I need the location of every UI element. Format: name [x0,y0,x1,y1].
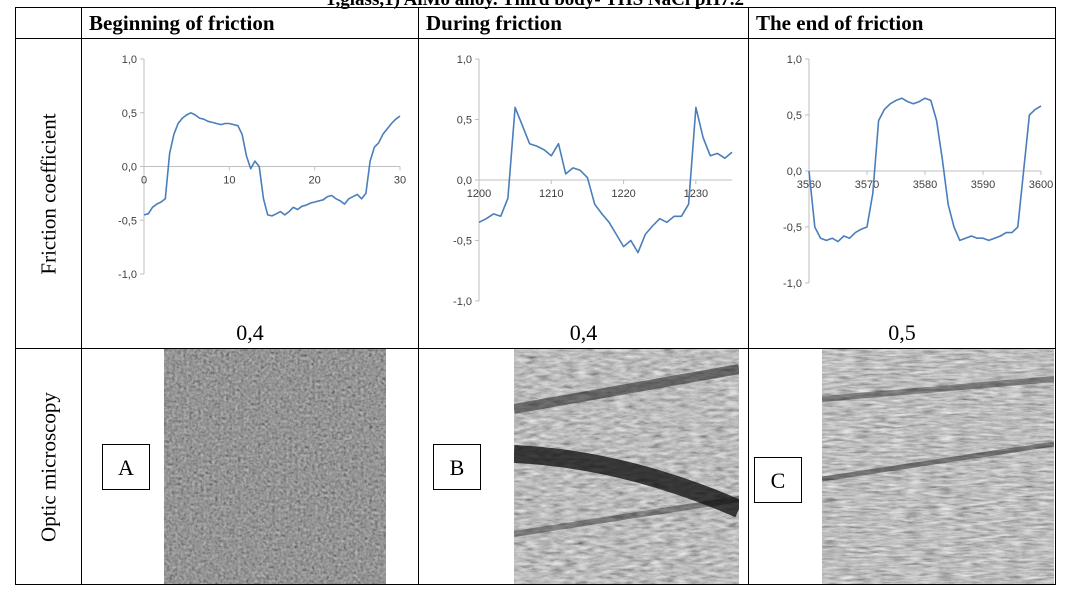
y-tick-label: -0,5 [118,215,137,227]
friction-row: Friction coefficient 1,00,50,0-0,5-1,001… [16,39,1056,349]
optic-microscopy-label: Optic microscopy [36,392,61,542]
y-tick-label: -1,0 [783,278,802,290]
header-beginning-cell: Beginning of friction [82,8,419,39]
y-tick-label: 1,0 [787,54,802,66]
y-tick-label: 1,0 [122,54,137,66]
header-row: Beginning of friction During friction Th… [16,8,1056,39]
image-cell-b: B [419,349,749,585]
optic-label-cell: Optic microscopy [16,349,82,585]
value-during: 0,4 [419,320,748,346]
y-tick-label: 1,0 [457,54,472,66]
chart-cell-beginning: 1,0 0,5 0,0 -0,5 -1,0 0 10 20 30 0,4 [82,39,419,349]
chart-cell-end: 1,0 0,5 0,0 -0,5 -1,0 3560 3570 3580 3590 3600 0,… [749,39,1056,349]
label-b: B [433,444,481,490]
y-tick-label: -0,5 [453,236,472,248]
chart-end: 1,0 0,5 0,0 -0,5 -1,0 3560 3570 3580 3590 3600 [749,39,1056,348]
chart-cell-during: 1,0 0,5 0,0 -0,5 -1,0 1200 1210 1220 1230 0,4 [419,39,749,349]
x-tick-label: 20 [309,175,321,187]
optic-row: Optic microscopy A [16,349,1056,585]
y-tick-label: 0,0 [457,175,472,187]
x-tick-label: 3560 [797,179,821,191]
x-tick-label: 3570 [855,179,879,191]
value-end: 0,5 [749,320,1055,346]
x-tick-label: 30 [394,175,406,187]
friction-series-line [809,98,1041,241]
chart-beginning: 1,0 0,5 0,0 -0,5 -1,0 0 10 20 30 [82,39,419,348]
results-table: Beginning of friction During friction Th… [15,7,1056,585]
y-tick-label: -1,0 [118,269,137,281]
x-tick-label: 1220 [611,188,635,200]
x-tick-label: 1210 [539,188,563,200]
header-corner-cell [16,8,82,39]
x-tick-label: 3600 [1029,179,1053,191]
micrograph-a [164,349,386,584]
x-tick-label: 3590 [971,179,995,191]
x-tick-label: 10 [223,175,235,187]
friction-coefficient-label: Friction coefficient [36,113,61,274]
y-tick-label: 0,5 [457,115,472,127]
image-cell-c: C [749,349,1056,585]
friction-series-line [144,113,400,216]
x-tick-label: 1230 [684,188,708,200]
y-tick-label: 0,5 [787,110,802,122]
y-tick-label: 0,5 [122,108,137,120]
header-end-cell: The end of friction [749,8,1056,39]
micrograph-b [514,349,739,584]
header-end: The end of friction [749,8,1055,36]
header-beginning: Beginning of friction [82,8,418,36]
x-tick-label: 0 [141,175,147,187]
header-during: During friction [419,8,748,36]
friction-label-cell: Friction coefficient [16,39,82,349]
label-a: A [102,444,150,490]
micrograph-c [822,349,1054,584]
y-tick-label: 0,0 [122,162,137,174]
x-tick-label: 3580 [913,179,937,191]
y-tick-label: -1,0 [453,296,472,308]
label-c: C [754,457,802,503]
image-cell-a: A [82,349,419,585]
y-tick-label: -0,5 [783,222,802,234]
value-beginning: 0,4 [82,320,418,346]
header-during-cell: During friction [419,8,749,39]
chart-during: 1,0 0,5 0,0 -0,5 -1,0 1200 1210 1220 1230 [419,39,749,348]
y-tick-label: 0,0 [787,166,802,178]
x-tick-label: 1200 [467,188,491,200]
